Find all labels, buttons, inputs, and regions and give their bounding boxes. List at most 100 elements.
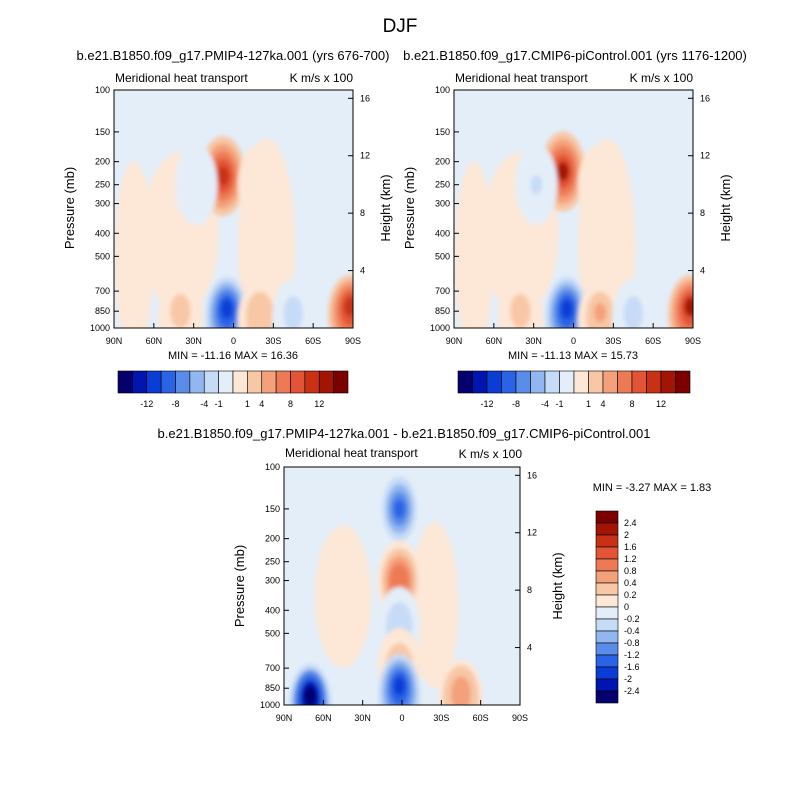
colorbar-box (486, 370, 502, 394)
panel-right-label: K m/s x 100 (290, 71, 354, 85)
panel-title: b.e21.B1850.f09_g17.CMIP6-piControl.001 … (403, 48, 747, 63)
positive-contour (174, 299, 187, 319)
panel-right-label: K m/s x 100 (630, 71, 694, 85)
colorbar-box (631, 370, 647, 394)
contour-field (289, 468, 484, 705)
colorbar-box (189, 370, 205, 394)
colorbar-label: 2 (624, 530, 629, 540)
colorbar-label: 12 (314, 399, 324, 409)
colorbar-label: -1.2 (624, 650, 640, 660)
y2-tick-label: 8 (360, 208, 365, 218)
y-tick-label: 150 (435, 127, 450, 137)
negative-contour (190, 175, 203, 195)
y-tick-label: 850 (265, 683, 280, 693)
colorbar-label: -8 (171, 399, 179, 409)
colorbar-box (318, 370, 334, 394)
y-tick-label: 150 (95, 127, 110, 137)
y-tick-label: 400 (265, 605, 280, 615)
panel-left-label: Meridional heat transport (455, 71, 588, 85)
colorbar-label: -2.4 (624, 686, 640, 696)
y-axis-label: Pressure (mb) (402, 167, 417, 249)
x-tick-label: 0 (571, 336, 576, 346)
colorbar-box (595, 510, 619, 524)
colorbar-box (175, 370, 191, 394)
y-tick-label: 1000 (430, 323, 450, 333)
chart-marks: 90N 60N 30N 0 30S 60S 90S100150200250300400500… (90, 85, 710, 723)
colorbar-1: -12 -8 -4 -1 1 4 8 12 (457, 370, 691, 409)
weak-positive-region (454, 161, 494, 328)
colorbar-box (457, 370, 473, 394)
negative-contour (304, 686, 316, 705)
y-tick-label: 200 (435, 157, 450, 167)
min-max-stats: MIN = -11.16 MAX = 16.36 (168, 350, 298, 362)
y-tick-label: 500 (435, 251, 450, 261)
x-tick-label: 60S (305, 336, 321, 346)
colorbar-label: 1 (245, 399, 250, 409)
positive-contour (684, 297, 693, 317)
colorbar-box (530, 370, 546, 394)
colorbar-label: -1.6 (624, 662, 640, 672)
colorbar-label: 2.4 (624, 518, 637, 528)
colorbar-box (573, 370, 589, 394)
y-tick-label: 300 (435, 199, 450, 209)
positive-contour (593, 302, 607, 323)
y-tick-label: 250 (435, 180, 450, 190)
panel-left-label: Meridional heat transport (115, 71, 248, 85)
positive-contour (514, 299, 527, 319)
negative-contour (393, 499, 406, 519)
y-tick-label: 700 (265, 663, 280, 673)
colorbar-box (595, 594, 619, 608)
colorbar-label: 1.6 (624, 542, 637, 552)
colorbar-box (602, 370, 618, 394)
colorbar-label: 8 (288, 399, 293, 409)
y2-tick-label: 12 (360, 151, 370, 161)
x-tick-label: 60N (146, 336, 163, 346)
colorbar-box (247, 370, 263, 394)
colorbar-box (675, 370, 691, 394)
positive-contour (216, 166, 229, 186)
colorbar-box (595, 606, 619, 620)
colorbar-label: -0.2 (624, 614, 640, 624)
x-tick-label: 30S (605, 336, 621, 346)
colorbar-box (595, 522, 619, 536)
y2-tick-label: 12 (700, 151, 710, 161)
colorbar-box (304, 370, 320, 394)
x-tick-label: 90S (345, 336, 361, 346)
x-tick-label: 90N (276, 713, 293, 723)
colorbar-label: -8 (512, 399, 520, 409)
colorbar-label: 4 (600, 399, 605, 409)
x-tick-label: 90S (685, 336, 701, 346)
contour-field (454, 131, 693, 328)
y-tick-label: 500 (265, 628, 280, 638)
weak-positive-region (314, 525, 372, 668)
colorbar-label: -0.4 (624, 626, 640, 636)
x-tick-label: 90N (106, 336, 123, 346)
y-tick-label: 850 (435, 306, 450, 316)
colorbar-box (559, 370, 575, 394)
colorbar-box (646, 370, 662, 394)
y-tick-label: 150 (265, 504, 280, 514)
colorbar-box (595, 666, 619, 680)
y-tick-label: 700 (435, 286, 450, 296)
min-max-stats: MIN = -11.13 MAX = 15.73 (508, 350, 638, 362)
y2-tick-label: 16 (527, 470, 537, 480)
colorbar-box (595, 534, 619, 548)
y-tick-label: 100 (265, 462, 280, 472)
positive-contour (556, 161, 569, 182)
x-tick-label: 30N (185, 336, 202, 346)
x-tick-label: 30S (433, 713, 449, 723)
colorbar-label: -0.8 (624, 638, 640, 648)
y-tick-label: 400 (435, 228, 450, 238)
y-tick-label: 250 (95, 180, 110, 190)
colorbar-label: 0 (624, 602, 629, 612)
x-tick-label: 30N (354, 713, 371, 723)
positive-contour (253, 175, 267, 195)
colorbar-box (588, 370, 604, 394)
y-tick-label: 100 (95, 85, 110, 95)
negative-contour (530, 175, 543, 195)
panel-left-label: Meridional heat transport (285, 446, 418, 460)
colorbar-label: -1 (555, 399, 563, 409)
colorbar-box (160, 370, 176, 394)
colorbar-label: -12 (480, 399, 493, 409)
x-tick-label: 0 (231, 336, 236, 346)
